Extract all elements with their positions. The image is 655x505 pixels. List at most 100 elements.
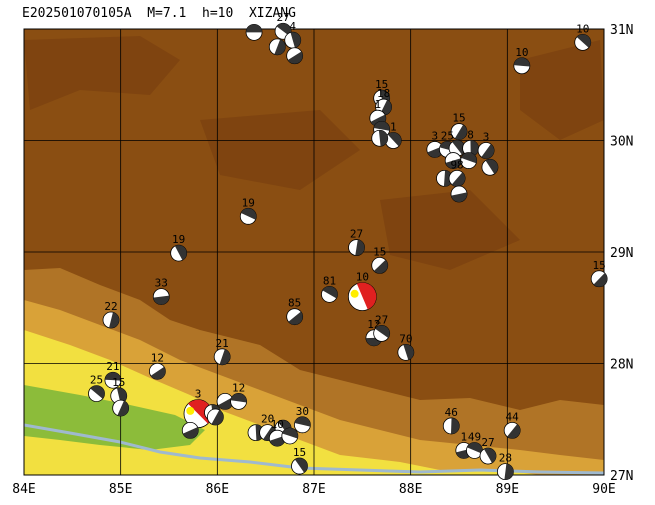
event-depth-label: 27: [350, 228, 363, 241]
event-depth-label: 46: [445, 406, 458, 419]
focal-mechanism-beachball[interactable]: 44: [503, 410, 521, 439]
focal-mechanism-beachball[interactable]: [206, 408, 224, 426]
focal-mechanism-beachball[interactable]: 28: [496, 452, 514, 481]
focal-mechanism-beachball[interactable]: 19: [170, 233, 188, 262]
focal-mechanism-beachball[interactable]: 8: [462, 128, 480, 157]
focal-mechanism-beachball[interactable]: [286, 47, 304, 65]
lon-tick-label: 87E: [302, 482, 325, 497]
focal-mechanism-beachball[interactable]: 4: [284, 20, 302, 49]
lon-tick-label: 84E: [12, 482, 35, 497]
beachball-tension-quadrant: [104, 372, 121, 381]
focal-mechanism-beachball[interactable]: 15: [450, 112, 468, 140]
beachball-tension-quadrant: [373, 259, 388, 274]
event-depth-label: 10: [356, 271, 369, 284]
event-depth-label: 21: [106, 360, 119, 373]
focal-mechanism-beachball[interactable]: [460, 152, 478, 169]
focal-mechanism-beachball[interactable]: 19: [239, 196, 257, 225]
focal-mechanism-beachball[interactable]: 10: [347, 271, 377, 312]
event-depth-label: 70: [399, 332, 412, 345]
beachball-tension-quadrant: [467, 442, 483, 454]
focal-mechanism-beachball[interactable]: 15: [590, 259, 608, 288]
lon-tick-label: 90E: [592, 482, 615, 497]
beachball-tension-quadrant: [373, 121, 390, 131]
focal-mechanism-beachball[interactable]: 15: [371, 245, 389, 274]
lon-tick-label: 89E: [496, 482, 519, 497]
focal-mechanism-beachball[interactable]: 46: [442, 406, 460, 435]
focal-mechanism-beachball[interactable]: [444, 152, 462, 169]
focal-mechanism-beachball[interactable]: 85: [286, 297, 304, 326]
event-depth-label: 1: [390, 121, 397, 134]
focal-mechanism-beachball[interactable]: 10: [268, 418, 286, 447]
lon-tick-label: 86E: [206, 482, 229, 497]
event-depth-label: 12: [232, 381, 245, 394]
beachball-tension-quadrant: [290, 32, 301, 48]
focal-mechanism-beachball[interactable]: 3: [477, 131, 495, 159]
focal-mechanism-beachball[interactable]: 70: [397, 332, 415, 361]
event-depth-label: 8: [467, 128, 474, 141]
beachball-tension-quadrant: [507, 424, 521, 439]
epicenter-marker: [350, 289, 359, 298]
focal-mechanism-beachball[interactable]: 49: [466, 430, 483, 459]
beachball-tension-quadrant: [287, 51, 303, 64]
beachball-tension-quadrant: [294, 458, 308, 473]
event-depth-label: 3: [432, 129, 439, 142]
focal-mechanism-beachball[interactable]: [371, 129, 389, 147]
event-depth-label: 81: [323, 274, 336, 287]
focal-mechanism-beachball[interactable]: 21: [104, 360, 122, 389]
focal-mechanism-beachball[interactable]: 10: [574, 22, 592, 51]
focal-mechanism-beachball[interactable]: 10: [513, 46, 531, 75]
focal-mechanism-beachball[interactable]: 98: [448, 158, 466, 187]
beachball-tension-quadrant: [276, 23, 292, 37]
event-depth-label: 15: [373, 245, 386, 258]
beachball-tension-quadrant: [593, 273, 608, 287]
focal-mechanism-beachball[interactable]: 27: [274, 11, 292, 40]
focal-mechanism-beachball[interactable]: 27: [479, 436, 497, 465]
beachball-tension-quadrant: [513, 57, 530, 67]
beachball-tension-quadrant: [90, 385, 105, 399]
beachball-tension-quadrant: [117, 400, 129, 417]
event-depth-label: 10: [576, 22, 589, 35]
focal-mechanism-beachball[interactable]: [245, 23, 263, 41]
event-depth-label: 3: [483, 131, 490, 144]
event-depth-label: 20: [261, 413, 274, 426]
focal-mechanism-beachball[interactable]: 81: [321, 274, 338, 303]
focal-mechanism-beachball[interactable]: 30: [293, 405, 311, 434]
event-depth-label: 28: [499, 452, 512, 465]
focal-mechanism-beachball[interactable]: 22: [102, 300, 120, 329]
axis-labels: 84E 85E 86E 87E 88E 89E 90E 31N 30N 29N 28N 27N: [12, 23, 633, 497]
event-depth-label: 15: [375, 78, 388, 91]
beachball-tension-quadrant: [274, 39, 286, 55]
focal-mechanism-beachball[interactable]: 15: [291, 446, 308, 475]
focal-mechanism-beachball[interactable]: [216, 393, 234, 410]
focal-mechanism-beachball[interactable]: 27: [348, 228, 365, 256]
event-depth-label: 19: [172, 233, 185, 246]
beachball-tension-quadrant: [218, 397, 234, 410]
beachball-tension-quadrant: [174, 245, 187, 261]
event-depth-label: 30: [296, 405, 309, 418]
beachball-tension-quadrant: [230, 393, 247, 403]
focal-mechanism-beachball[interactable]: [450, 185, 468, 203]
beachball-tension-quadrant: [219, 349, 231, 365]
focal-mechanism-beachball[interactable]: 12: [230, 381, 248, 410]
lon-tick-label: 85E: [109, 482, 132, 497]
beachball-tension-quadrant: [246, 24, 263, 33]
beachball-tension-quadrant: [355, 239, 365, 256]
focal-mechanism-beachball[interactable]: 3: [183, 388, 213, 429]
focal-mechanism-beachball[interactable]: 12: [365, 318, 383, 347]
beachball-tension-quadrant: [380, 99, 392, 116]
focal-mechanism-beachball[interactable]: [481, 158, 499, 176]
focal-mechanism-beachball[interactable]: 12: [148, 351, 166, 380]
focal-mechanism-beachball[interactable]: 1: [384, 121, 402, 149]
event-depth-label: 12: [151, 351, 164, 364]
focal-mechanism-beachball[interactable]: [268, 38, 286, 56]
focal-mechanism-beachball[interactable]: 27: [373, 313, 391, 342]
focal-mechanism-beachball[interactable]: [181, 421, 199, 439]
focal-mechanism-beachball[interactable]: 33: [152, 277, 170, 306]
event-depth-label: 25: [441, 129, 454, 142]
beachball-tension-quadrant: [484, 448, 496, 463]
focal-mechanism-beachball[interactable]: 25: [88, 374, 105, 403]
focal-mechanism-beachball[interactable]: [281, 427, 299, 445]
focal-mechanism-beachball[interactable]: 21: [213, 337, 231, 366]
focal-mechanism-beachball[interactable]: 15: [110, 376, 128, 405]
focal-mechanism-beachball[interactable]: [112, 399, 130, 417]
